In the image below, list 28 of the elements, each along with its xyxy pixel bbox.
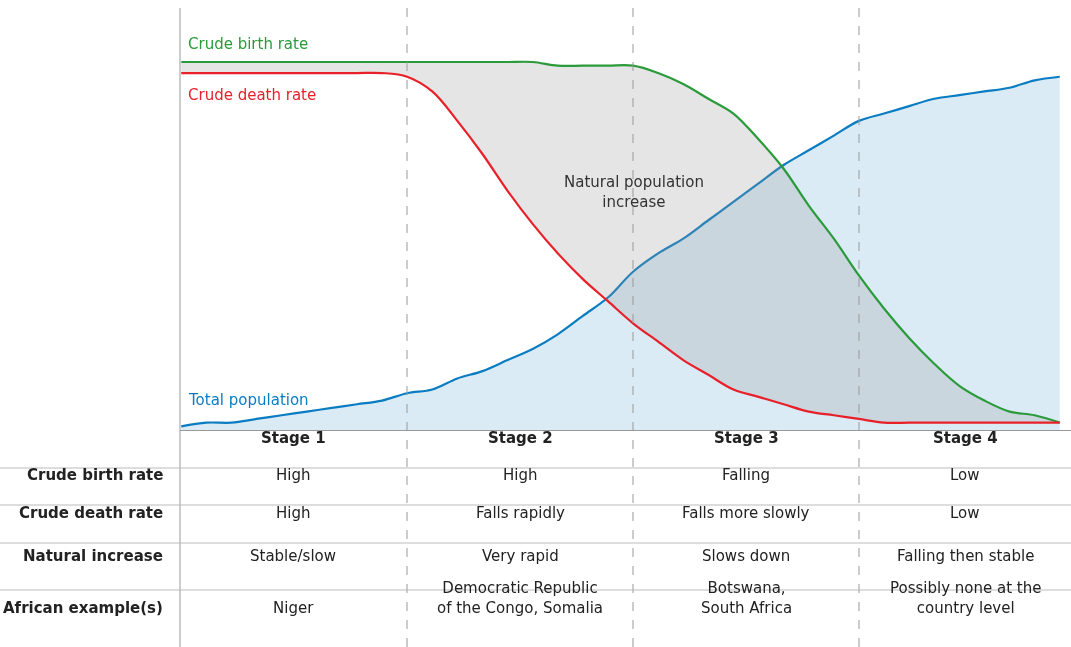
text: African example(s)	[3, 599, 163, 617]
annotation: Stage 4	[933, 429, 998, 447]
series-label: Total population	[188, 391, 309, 409]
text: Niger	[273, 599, 315, 617]
annotation: Stage 1	[261, 429, 326, 447]
text: High	[276, 504, 311, 522]
text: Possibly none at the country level	[890, 579, 1042, 617]
text: Slows down	[702, 547, 791, 565]
series-label: Crude birth rate	[188, 35, 309, 53]
series-label: Crude death rate	[188, 86, 317, 104]
text: Botswana, South Africa	[701, 579, 793, 617]
text: Democratic Republic of the Congo, Somalia	[437, 579, 604, 617]
text: Natural increase	[23, 547, 163, 565]
annotation: Natural population increase	[564, 173, 704, 211]
text: High	[503, 466, 538, 484]
text: Falls rapidly	[476, 504, 566, 522]
text: Falls more slowly	[682, 504, 810, 522]
annotation: Stage 3	[714, 429, 779, 447]
annotation: Stage 2	[488, 429, 553, 447]
text: Crude death rate	[19, 504, 164, 522]
text: Low	[950, 466, 980, 484]
text: Falling then stable	[897, 547, 1035, 565]
text: Falling	[722, 466, 770, 484]
text: Very rapid	[482, 547, 559, 565]
text: Low	[950, 504, 980, 522]
text: Stable/slow	[250, 547, 336, 565]
text: Crude birth rate	[27, 466, 164, 484]
text: High	[276, 466, 311, 484]
